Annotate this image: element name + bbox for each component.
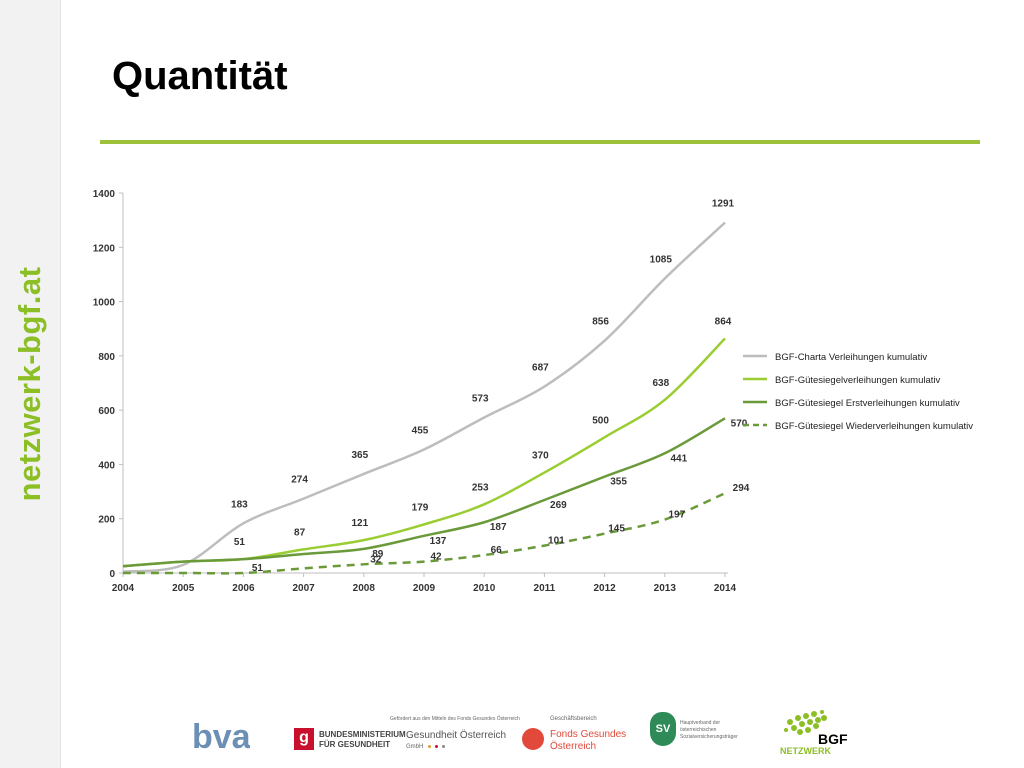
- sv-logo-shield: SV: [650, 712, 676, 746]
- goeg-logo: Gefördert aus den Mitteln des Fonds Gesu…: [390, 716, 520, 756]
- y-tick-label: 200: [98, 515, 115, 526]
- sidebar-url-text: netzwerk-bgf.at: [12, 266, 47, 502]
- data-label: 370: [532, 451, 549, 462]
- data-label: 1085: [650, 255, 673, 266]
- data-label: 66: [491, 545, 503, 556]
- data-label: 455: [412, 426, 429, 437]
- sv-logo: SV Hauptverband der österreichischen Soz…: [650, 712, 760, 756]
- y-tick-label: 0: [109, 569, 115, 580]
- data-label: 570: [731, 418, 748, 429]
- x-tick-label: 2009: [413, 583, 436, 594]
- line-chart: 0 200 400 600 800 1000 1200 1400 2004 2005 2006 200…: [93, 189, 974, 594]
- series-line-3: [122, 417, 726, 568]
- data-label: 101: [548, 536, 565, 547]
- data-label: 274: [291, 475, 308, 486]
- data-label: 573: [472, 393, 489, 404]
- x-tick-label: 2005: [172, 583, 195, 594]
- bgf-netzwerk-logo-mark: BGF NETZWERK: [780, 710, 848, 756]
- goeg-logo-dots: [428, 745, 452, 749]
- legend-label: BGF-Gütesiegelverleihungen kumulativ: [775, 375, 941, 386]
- data-label: 1291: [712, 199, 735, 210]
- data-label: 856: [592, 317, 609, 328]
- data-label: 51: [234, 537, 246, 548]
- x-tick-label: 2004: [112, 583, 135, 594]
- x-tick-label: 2008: [353, 583, 376, 594]
- x-tick-label: 2014: [714, 583, 737, 594]
- bva-logo-text: bva: [192, 718, 250, 752]
- legend-label: BGF-Charta Verleihungen kumulativ: [775, 352, 927, 363]
- x-tick-label: 2006: [232, 583, 255, 594]
- x-tick-label: 2007: [292, 583, 315, 594]
- y-tick-label: 600: [98, 406, 115, 417]
- goeg-logo-name: Gesundheit Österreich: [406, 730, 507, 741]
- bmg-logo-square: g: [294, 728, 314, 750]
- fgoe-logo-line2: Österreich: [550, 741, 597, 752]
- fgoe-logo-line1: Fonds Gesundes: [550, 729, 627, 740]
- data-label: 269: [550, 500, 567, 511]
- x-tick-label: 2012: [593, 583, 616, 594]
- data-label: 137: [430, 536, 447, 547]
- footer-logos: bva g BUNDESMINISTERIUM FÜR GESUNDHEIT G…: [180, 708, 880, 758]
- bmg-logo-line2: FÜR GESUNDHEIT: [319, 740, 391, 749]
- data-label: 687: [532, 363, 549, 374]
- series-line-2: [122, 337, 726, 568]
- x-tick-label: 2013: [654, 583, 677, 594]
- bmg-logo: g BUNDESMINISTERIUM FÜR GESUNDHEIT: [294, 728, 406, 752]
- y-tick-label: 400: [98, 460, 115, 471]
- data-label: 365: [351, 450, 368, 461]
- data-label: 42: [430, 552, 442, 563]
- data-label: 32: [370, 554, 382, 565]
- y-tick-label: 1200: [93, 243, 116, 254]
- title-divider: [100, 140, 980, 144]
- bgf-netzwerk-logo: BGF NETZWERK: [778, 704, 868, 758]
- data-label: 179: [412, 502, 429, 513]
- data-label: 183: [231, 499, 248, 510]
- series-line-1: [122, 221, 726, 573]
- data-label: 500: [592, 415, 609, 426]
- y-tick-label: 800: [98, 352, 115, 363]
- bgf-logo-line2: NETZWERK: [780, 746, 831, 756]
- bmg-logo-line1: BUNDESMINISTERIUM: [319, 730, 406, 739]
- page-title: Quantität: [112, 54, 288, 98]
- data-label: 145: [608, 524, 625, 535]
- legend-label: BGF-Gütesiegel Wiederverleihungen kumula…: [775, 421, 973, 432]
- bva-logo: bva: [190, 718, 252, 756]
- bgf-logo-line1: BGF: [818, 731, 848, 747]
- data-label: 294: [733, 483, 750, 494]
- data-label: 51: [252, 563, 264, 574]
- sv-logo-line1: Hauptverband der: [680, 720, 721, 726]
- goeg-logo-caption: Gefördert aus den Mitteln des Fonds Gesu…: [390, 716, 520, 722]
- sv-logo-line3: Sozialversicherungsträger: [680, 734, 738, 740]
- data-label: 197: [668, 510, 685, 521]
- legend-label: BGF-Gütesiegel Erstverleihungen kumulati…: [775, 398, 960, 409]
- fgoe-logo-mark: [522, 728, 544, 750]
- x-tick-label: 2011: [534, 583, 556, 594]
- data-label: 253: [472, 482, 489, 493]
- data-label: 638: [652, 378, 669, 389]
- data-label: 87: [294, 527, 306, 538]
- goeg-logo-gmbh: GmbH: [406, 744, 424, 750]
- data-label: 187: [490, 522, 507, 533]
- data-label: 121: [351, 518, 368, 529]
- fgoe-logo-caption: Geschäftsbereich: [550, 716, 597, 722]
- data-label: 441: [670, 453, 687, 464]
- data-label: 89: [372, 549, 384, 560]
- data-label: 864: [715, 316, 732, 327]
- data-label: 355: [610, 477, 627, 488]
- y-tick-label: 1400: [93, 189, 116, 200]
- fgoe-logo: Geschäftsbereich Fonds Gesundes Österrei…: [520, 716, 626, 756]
- sv-logo-line2: österreichischen: [680, 727, 717, 733]
- bva-logo-mark: bva: [192, 718, 252, 756]
- y-tick-label: 1000: [93, 298, 116, 309]
- x-tick-label: 2010: [473, 583, 496, 594]
- sidebar: netzwerk-bgf.at: [0, 0, 61, 768]
